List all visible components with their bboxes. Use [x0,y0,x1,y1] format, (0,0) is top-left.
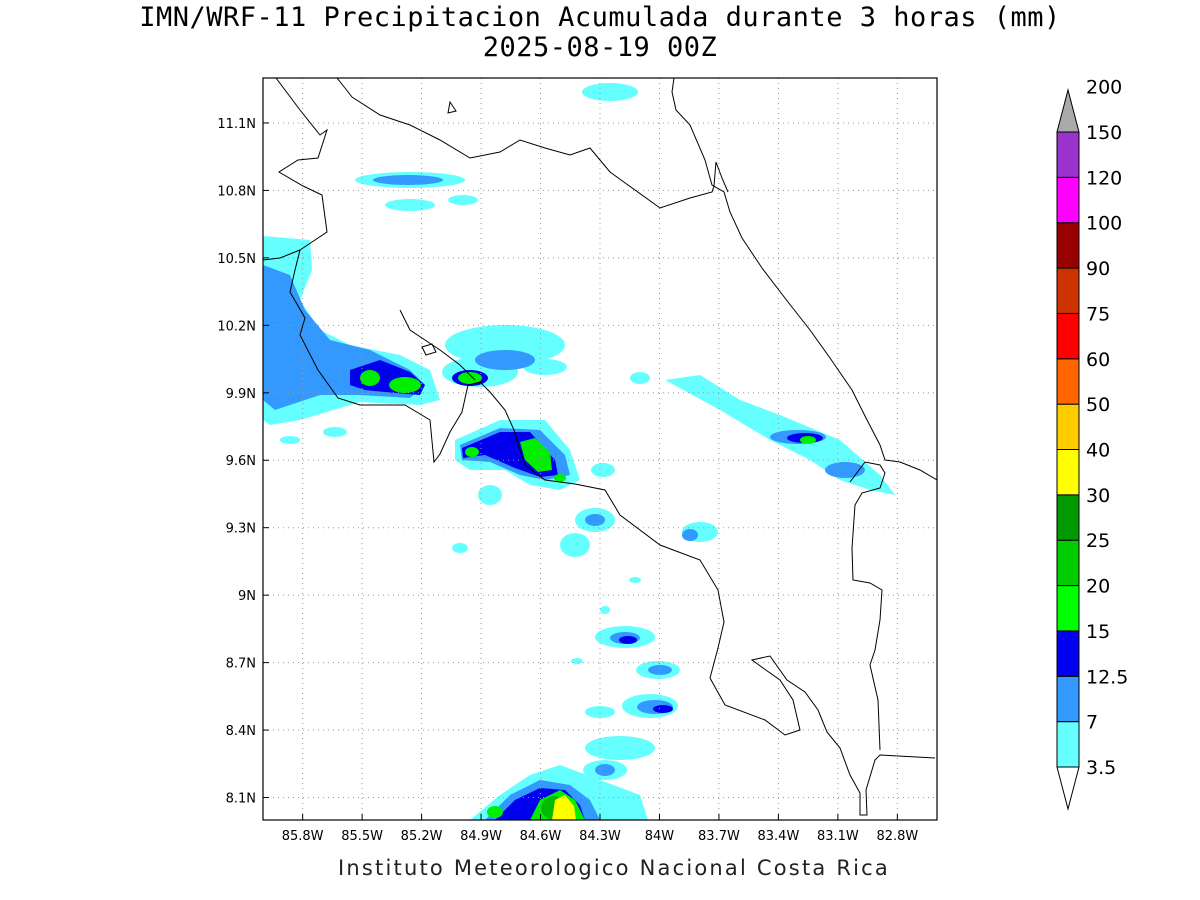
lon-tick-label: 83.1W [817,829,859,844]
lon-tick-label: 84.9W [460,829,502,844]
precip-level-30 [552,795,576,820]
lon-tick-label: 82.8W [876,829,918,844]
lon-tick-label: 85.2W [401,829,443,844]
lon-tick-label: 83.7W [698,829,740,844]
colorbar-swatch [1056,131,1080,178]
map-gridlines [263,78,937,820]
colorbar-label: 60 [1086,349,1110,371]
pacific-coastline-north [275,78,936,816]
lat-tick-label: 9.3N [226,522,256,537]
lon-tick-label: 84W [645,829,675,844]
colorbar-swatch [1056,403,1080,450]
caribbean-coastline [671,78,937,481]
colorbar-label: 7 [1086,712,1098,734]
colorbar-swatch [1056,449,1080,496]
precipitation-field [263,83,895,820]
colorbar-swatch [1056,539,1080,587]
colorbar-label: 12.5 [1086,666,1128,688]
colorbar-label: 100 [1086,213,1122,235]
colorbar-label: 40 [1086,440,1110,462]
coastlines-and-borders [263,78,937,816]
footer-credit: Instituto Meteorologico Nacional Costa R… [338,856,890,880]
panama-border [849,461,886,751]
colorbar-label: 15 [1086,621,1110,643]
map-subtitle-date: 2025-08-19 00Z [482,32,718,63]
lon-tick-label: 84.3W [579,829,621,844]
colorbar-label: 50 [1086,394,1110,416]
colorbar: 3.5 7 12.5 15 20 25 30 40 50 60 75 90 100 120 150 200 [1056,77,1128,811]
colorbar-swatch [1056,267,1080,314]
lon-tick-label: 83.4W [758,829,800,844]
lat-tick-label: 8.7N [226,657,256,672]
map-frame [262,77,938,821]
lon-tick-label: 85.5W [341,829,383,844]
lat-tick-label: 9.9N [226,387,256,402]
lat-tick-label: 9N [238,589,256,604]
colorbar-swatch [1056,721,1080,768]
colorbar-label: 120 [1086,167,1122,189]
lat-tick-label: 10.5N [217,252,256,267]
colorbar-swatch [1056,312,1080,360]
lat-tick-label: 9.6N [226,454,256,469]
colorbar-swatch [1056,585,1080,632]
longitude-labels: 85.8W 85.5W 85.2W 84.9W 84.6W 84.3W 84W 83.7W 83… [282,829,919,844]
lon-tick-label: 85.8W [282,829,324,844]
northern-border [263,249,301,261]
lat-tick-label: 10.2N [217,319,256,334]
latitude-labels: 11.1N 10.8N 10.5N 10.2N 9.9N 9.6N 9.3N 9N 8.7N 8.… [217,117,256,807]
island-chira [421,343,437,356]
precip-level-3-5 [263,83,895,820]
colorbar-label: 20 [1086,576,1110,598]
colorbar-arrow-high [1056,88,1080,133]
colorbar-label: 150 [1086,122,1122,144]
lake-island [447,100,457,114]
lat-tick-label: 8.4N [226,724,256,739]
colorbar-label: 3.5 [1086,757,1116,779]
colorbar-swatch [1056,494,1080,541]
colorbar-swatch [1056,630,1080,677]
colorbar-label: 75 [1086,303,1110,325]
lon-tick-label: 84.6W [520,829,562,844]
lat-tick-label: 11.1N [217,117,256,132]
colorbar-label: 200 [1086,77,1122,99]
lat-tick-label: 10.8N [217,184,256,199]
colorbar-swatch [1056,675,1080,723]
precip-level-7 [263,175,865,820]
colorbar-arrow-low [1056,766,1080,811]
lake-nicaragua-shore [336,78,729,209]
colorbar-label: 30 [1086,485,1110,507]
colorbar-label: 25 [1086,530,1110,552]
map-title: IMN/WRF-11 Precipitacion Acumulada duran… [139,2,1061,33]
colorbar-label: 90 [1086,258,1110,280]
colorbar-swatch [1056,176,1080,224]
lat-tick-label: 8.1N [226,792,256,807]
colorbar-swatch [1056,358,1080,405]
colorbar-swatch [1056,222,1080,269]
